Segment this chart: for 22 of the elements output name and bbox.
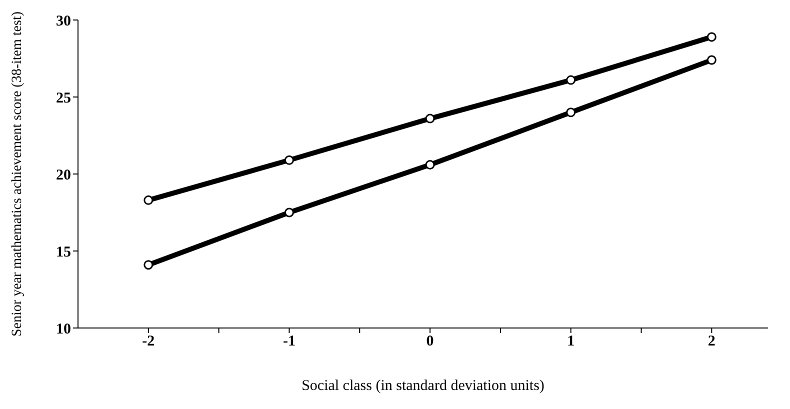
y-tick-label: 25 [56,90,71,106]
point [144,195,154,205]
point [284,155,294,165]
point [566,75,576,85]
x-tick-label: -1 [282,334,296,350]
y-tick-label: 10 [56,321,71,338]
x-axis-title: Social class (in standard deviation units) [302,378,544,394]
x-tick-label: 0 [426,334,434,350]
point [284,208,294,218]
x-tick-label: -2 [142,334,155,350]
y-axis-title: Senior year mathematics achievement score (38-item test) [10,11,25,336]
x-tick-label: 2 [708,334,716,350]
y-tick-label: 15 [56,244,71,260]
y-tick-label: 30 [56,13,71,30]
point [425,160,435,170]
point [706,32,716,42]
y-tick-label: 20 [56,167,71,184]
x-tick-label: 1 [567,334,575,350]
point [144,260,154,270]
point [566,108,576,118]
point [706,55,716,65]
point [425,114,435,124]
